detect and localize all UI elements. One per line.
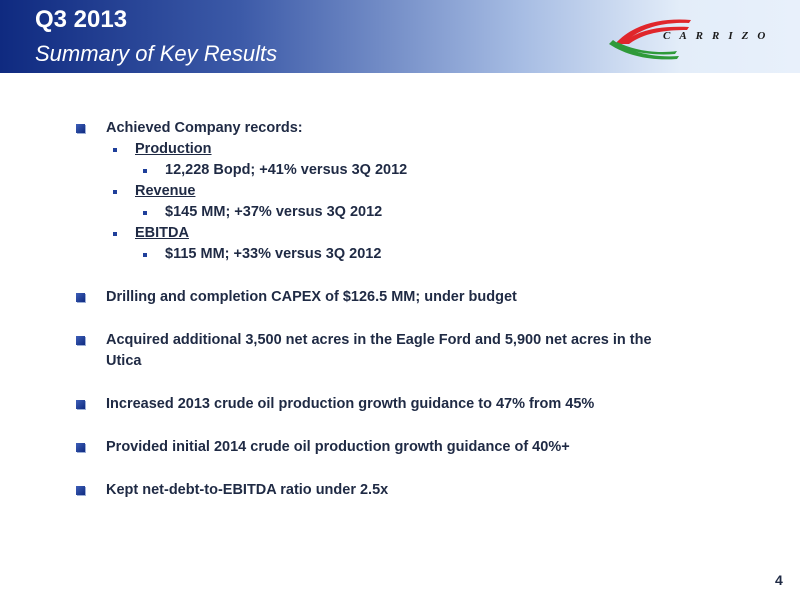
detail-text: 12,228 Bopd; +41% versus 3Q 2012 (165, 162, 408, 178)
logo-red-swoosh-2 (621, 26, 689, 44)
logo-red-swoosh (615, 19, 691, 44)
sub-bullet-ebitda: EBITDA (76, 223, 716, 244)
page-number: 4 (775, 572, 783, 588)
bullet-text: Increased 2013 crude oil production grow… (106, 396, 595, 412)
bullet-marker (76, 293, 85, 302)
sub-bullet-text: Revenue (135, 183, 196, 199)
bullet-text: Achieved Company records: (106, 120, 303, 136)
sub-bullet-marker (113, 232, 117, 236)
logo-wordmark: CARRIZO (663, 30, 775, 42)
bullet-records: Achieved Company records: (76, 118, 716, 139)
detail-marker (143, 169, 147, 173)
detail-marker (143, 253, 147, 257)
bullet-marker (76, 124, 85, 133)
bullet-marker (76, 336, 85, 345)
slide-title: Q3 2013 (35, 6, 128, 33)
bullet-acquired: Acquired additional 3,500 net acres in t… (76, 330, 716, 372)
bullet-guidance-2014: Provided initial 2014 crude oil producti… (76, 437, 716, 458)
bullet-capex: Drilling and completion CAPEX of $126.5 … (76, 287, 716, 308)
bullet-text: Provided initial 2014 crude oil producti… (106, 439, 570, 455)
logo-green-swoosh (609, 40, 679, 60)
carrizo-logo (609, 19, 691, 60)
sub-bullet-text: Production (135, 141, 212, 157)
bullet-text: Drilling and completion CAPEX of $126.5 … (106, 289, 517, 305)
sub-bullet-marker (113, 190, 117, 194)
bullet-text: Kept net-debt-to-EBITDA ratio under 2.5x (106, 482, 389, 498)
bullet-text-line2: Utica (106, 353, 142, 369)
slide-subtitle: Summary of Key Results (35, 41, 278, 66)
bullet-guidance-2013: Increased 2013 crude oil production grow… (76, 394, 716, 415)
sub-bullet-marker (113, 148, 117, 152)
bullet-marker (76, 443, 85, 452)
bullet-marker (76, 400, 85, 409)
detail-revenue: $145 MM; +37% versus 3Q 2012 (76, 202, 716, 223)
detail-production: 12,228 Bopd; +41% versus 3Q 2012 (76, 160, 716, 181)
detail-ebitda: $115 MM; +33% versus 3Q 2012 (76, 244, 716, 265)
sub-bullet-text: EBITDA (135, 225, 189, 241)
bullet-text-line1: Acquired additional 3,500 net acres in t… (106, 332, 652, 348)
detail-text: $115 MM; +33% versus 3Q 2012 (165, 246, 382, 262)
header-banner: Q3 2013 Summary of Key Results CARRIZO (0, 0, 800, 73)
results-list: Achieved Company records: Production 12,… (76, 118, 716, 501)
sub-bullet-production: Production (76, 139, 716, 160)
logo-green-swoosh-2 (615, 42, 677, 55)
bullet-marker (76, 486, 85, 495)
detail-marker (143, 211, 147, 215)
bullet-debt-ratio: Kept net-debt-to-EBITDA ratio under 2.5x (76, 480, 716, 501)
detail-text: $145 MM; +37% versus 3Q 2012 (165, 204, 383, 220)
sub-bullet-revenue: Revenue (76, 181, 716, 202)
